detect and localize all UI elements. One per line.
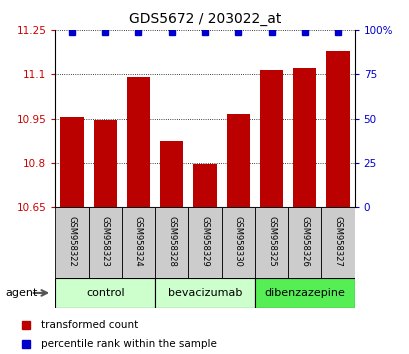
Text: GSM958325: GSM958325 [266,216,275,267]
Text: dibenzazepine: dibenzazepine [264,288,344,298]
Text: GSM958326: GSM958326 [299,216,308,267]
Text: GSM958330: GSM958330 [233,216,242,267]
Bar [121,207,155,278]
Bar [292,68,316,207]
Bar [93,120,117,207]
Title: GDS5672 / 203022_at: GDS5672 / 203022_at [128,12,281,26]
Text: GSM958329: GSM958329 [200,216,209,267]
Bar [288,207,321,278]
Bar [88,207,121,278]
Text: GSM958322: GSM958322 [67,216,76,267]
Bar [226,114,249,207]
Text: agent: agent [5,288,37,298]
Text: bevacizumab: bevacizumab [167,288,242,298]
Text: GSM958327: GSM958327 [333,216,342,267]
Bar [254,278,354,308]
Bar [326,51,349,207]
Bar [259,70,283,207]
Bar [321,207,354,278]
Text: transformed count: transformed count [41,320,138,330]
Bar [254,207,288,278]
Bar [221,207,254,278]
Bar [155,207,188,278]
Text: control: control [86,288,124,298]
Text: GSM958323: GSM958323 [101,216,110,267]
Bar [188,207,221,278]
Bar [193,164,216,207]
Bar [60,117,83,207]
Bar [126,77,150,207]
Bar [155,278,254,308]
Bar [160,141,183,207]
Text: percentile rank within the sample: percentile rank within the sample [41,339,217,349]
Text: GSM958324: GSM958324 [134,216,143,267]
Bar [55,207,88,278]
Bar [55,278,155,308]
Text: GSM958328: GSM958328 [167,216,176,267]
